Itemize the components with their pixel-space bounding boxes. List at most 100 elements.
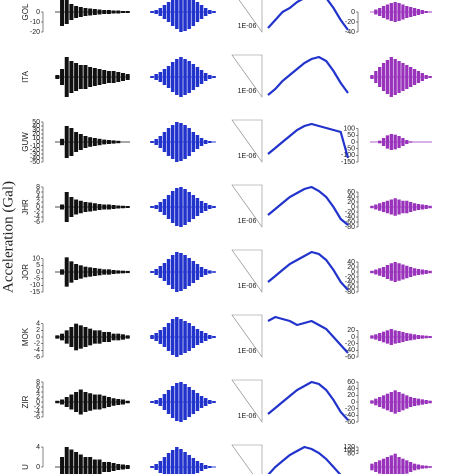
spectrum-label: 1E-06 bbox=[238, 413, 257, 420]
tick-label: -30 bbox=[30, 151, 40, 158]
tick-label: 100 bbox=[343, 126, 355, 133]
tick-label: 4 bbox=[36, 194, 40, 201]
tick-label: 4 bbox=[36, 321, 40, 328]
spectrum-label: 1E-06 bbox=[238, 348, 257, 355]
spectrum-curve bbox=[267, 250, 349, 291]
tick-label: 0 bbox=[351, 204, 355, 211]
station-label: JOR bbox=[21, 264, 30, 280]
tick-label: 0 bbox=[36, 399, 40, 406]
tick-label: 0 bbox=[36, 269, 40, 276]
tick-label: -5 bbox=[34, 276, 40, 283]
spectrum-stack bbox=[231, 119, 263, 163]
tick-label: -10 bbox=[30, 19, 40, 26]
tick-label: -4 bbox=[34, 347, 40, 354]
spectrum-label: 1E-06 bbox=[238, 23, 257, 30]
tick-label: -20 bbox=[345, 19, 355, 26]
tick-label: 20 bbox=[347, 199, 355, 206]
tick-label: -6 bbox=[34, 354, 40, 361]
tick-label: -2 bbox=[34, 404, 40, 411]
tick-label: -20 bbox=[30, 29, 40, 36]
spectrum-stack bbox=[231, 379, 263, 423]
tick-label: 10 bbox=[32, 256, 40, 263]
tick-label: -40 bbox=[345, 347, 355, 354]
station-label: JHR bbox=[21, 199, 30, 215]
tick-label: -20 bbox=[345, 209, 355, 216]
tick-label: -60 bbox=[345, 284, 355, 291]
tick-label: -10 bbox=[30, 282, 40, 289]
tick-label: -4 bbox=[34, 214, 40, 221]
tick-label: -4 bbox=[34, 409, 40, 416]
tick-label: 40 bbox=[347, 386, 355, 393]
tick-label: -60 bbox=[345, 219, 355, 226]
station-label: U bbox=[21, 464, 30, 470]
spectrum-curve bbox=[267, 0, 349, 31]
spectrum-stack bbox=[231, 249, 263, 293]
tick-label: 0 bbox=[36, 204, 40, 211]
tick-label: -60 bbox=[345, 354, 355, 361]
station-label: MOK bbox=[21, 327, 30, 346]
tick-label: 20 bbox=[347, 327, 355, 334]
y-axis-label: Acceleration (Gal) bbox=[0, 181, 16, 293]
spectrum-curve bbox=[267, 380, 349, 421]
tick-label: 0 bbox=[351, 334, 355, 341]
spectrum-curve bbox=[267, 445, 342, 474]
tick-label: -20 bbox=[30, 147, 40, 154]
tick-label: 0 bbox=[351, 399, 355, 406]
tick-label: 40 bbox=[347, 194, 355, 201]
tick-label: 40 bbox=[32, 123, 40, 130]
tick-label: 50 bbox=[32, 119, 40, 126]
tick-label: -80 bbox=[345, 224, 355, 231]
tick-label: 6 bbox=[36, 384, 40, 391]
spectrum-stack bbox=[238, 0, 263, 33]
station-label: ZIR bbox=[21, 395, 30, 408]
spectrum-curve bbox=[267, 55, 349, 96]
tick-label: 80 bbox=[347, 451, 355, 458]
station-label: GOL bbox=[21, 3, 30, 20]
tick-label: 20 bbox=[347, 392, 355, 399]
tick-label: 0 bbox=[351, 269, 355, 276]
tick-label: 5 bbox=[36, 262, 40, 269]
tick-label: 8 bbox=[36, 379, 40, 386]
spectrum-curve bbox=[267, 122, 350, 159]
spectrum-stack bbox=[231, 54, 263, 98]
tick-label: -10 bbox=[30, 143, 40, 150]
tick-label: 2 bbox=[36, 199, 40, 206]
spectrum-label: 1E-06 bbox=[238, 153, 257, 160]
spectrum-stack bbox=[231, 184, 263, 228]
tick-label: 4 bbox=[36, 389, 40, 396]
tick-label: 0 bbox=[36, 334, 40, 341]
tick-label: 60 bbox=[347, 379, 355, 386]
tick-label: 0 bbox=[36, 464, 40, 471]
tick-label: -50 bbox=[30, 159, 40, 166]
tick-label: 20 bbox=[347, 264, 355, 271]
tick-label: -20 bbox=[345, 406, 355, 413]
spectrum-label: 1E-06 bbox=[238, 88, 257, 95]
tick-label: 20 bbox=[32, 131, 40, 138]
tick-label: -40 bbox=[345, 412, 355, 419]
tick-label: -80 bbox=[345, 289, 355, 296]
tick-label: -60 bbox=[345, 419, 355, 426]
tick-label: 0 bbox=[351, 9, 355, 16]
tick-label: 60 bbox=[347, 189, 355, 196]
tick-label: -6 bbox=[34, 219, 40, 226]
tick-label: 8 bbox=[36, 184, 40, 191]
tick-label: 4 bbox=[36, 444, 40, 451]
tick-label: 100 bbox=[343, 447, 355, 454]
tick-label: 0 bbox=[36, 139, 40, 146]
tick-label: 120 bbox=[343, 444, 355, 451]
tick-label: -40 bbox=[345, 29, 355, 36]
tick-label: -40 bbox=[345, 214, 355, 221]
tick-label: -20 bbox=[345, 274, 355, 281]
tick-label: -15 bbox=[30, 289, 40, 296]
tick-label: -20 bbox=[345, 341, 355, 348]
spectrum-stack bbox=[231, 444, 263, 474]
tick-label: 30 bbox=[32, 127, 40, 134]
tick-label: 40 bbox=[347, 259, 355, 266]
tick-label: -2 bbox=[34, 341, 40, 348]
tick-label: 2 bbox=[36, 327, 40, 334]
spectrum-curve bbox=[267, 185, 349, 226]
tick-label: -6 bbox=[34, 414, 40, 421]
tick-label: 0 bbox=[36, 9, 40, 16]
